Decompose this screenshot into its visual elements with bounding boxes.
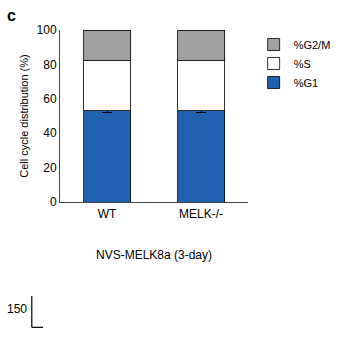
svg-text:%G1: %G1 [294, 77, 318, 89]
svg-text:60: 60 [43, 92, 57, 106]
svg-text:c: c [7, 7, 16, 24]
svg-text:MELK-/-: MELK-/- [179, 207, 223, 221]
svg-text:Cell cycle distribution (%): Cell cycle distribution (%) [18, 54, 30, 177]
svg-text:150: 150 [7, 302, 27, 316]
svg-text:%S: %S [294, 58, 311, 70]
svg-text:100: 100 [37, 23, 57, 37]
svg-text:NVS-MELK8a (3-day): NVS-MELK8a (3-day) [96, 248, 212, 262]
svg-text:20: 20 [43, 161, 57, 175]
svg-text:80: 80 [43, 58, 57, 72]
svg-text:0: 0 [50, 195, 57, 209]
svg-text:40: 40 [43, 126, 57, 140]
svg-text:WT: WT [98, 207, 117, 221]
svg-text:%G2/M: %G2/M [294, 39, 331, 51]
